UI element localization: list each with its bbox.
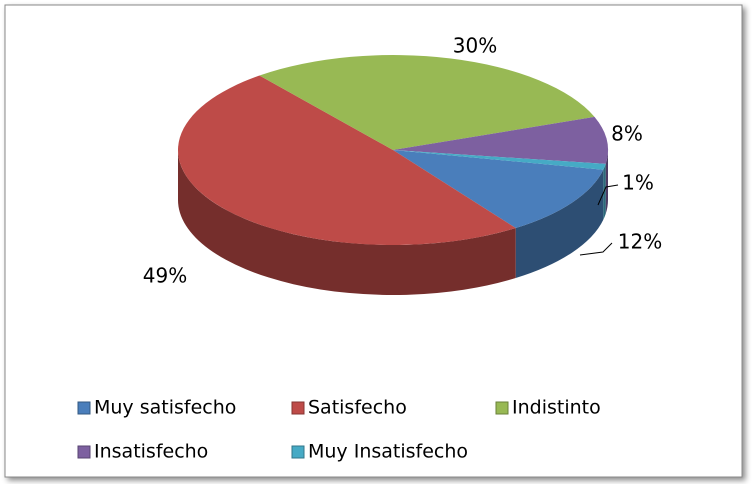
pie-slice — [259, 54, 595, 151]
legend-label: Insatisfecho — [94, 441, 208, 463]
leader-line — [597, 184, 619, 206]
legend-swatch — [77, 401, 91, 415]
legend-swatch — [291, 401, 305, 415]
pie-side — [603, 163, 606, 220]
pie-slice — [393, 116, 608, 164]
data-label: 30% — [453, 34, 497, 58]
legend-label: Satisfecho — [308, 397, 407, 419]
data-label: 12% — [618, 230, 662, 254]
legend-label: Muy satisfecho — [94, 397, 236, 419]
data-label: 8% — [611, 122, 643, 146]
pie-side — [605, 150, 608, 214]
legend-label: Indistinto — [512, 397, 601, 419]
legend-label: Muy Insatisfecho — [308, 441, 468, 463]
legend-swatch — [291, 445, 305, 459]
data-label: 49% — [143, 264, 187, 288]
data-label: 1% — [622, 171, 654, 195]
legend-swatch — [495, 401, 509, 415]
pie-slice — [393, 150, 606, 170]
legend-swatch — [77, 445, 91, 459]
pie-slice — [177, 75, 516, 246]
leader-line — [579, 242, 613, 256]
pie-side — [178, 150, 516, 296]
pie-side — [515, 169, 604, 279]
pie-slice — [393, 150, 604, 229]
